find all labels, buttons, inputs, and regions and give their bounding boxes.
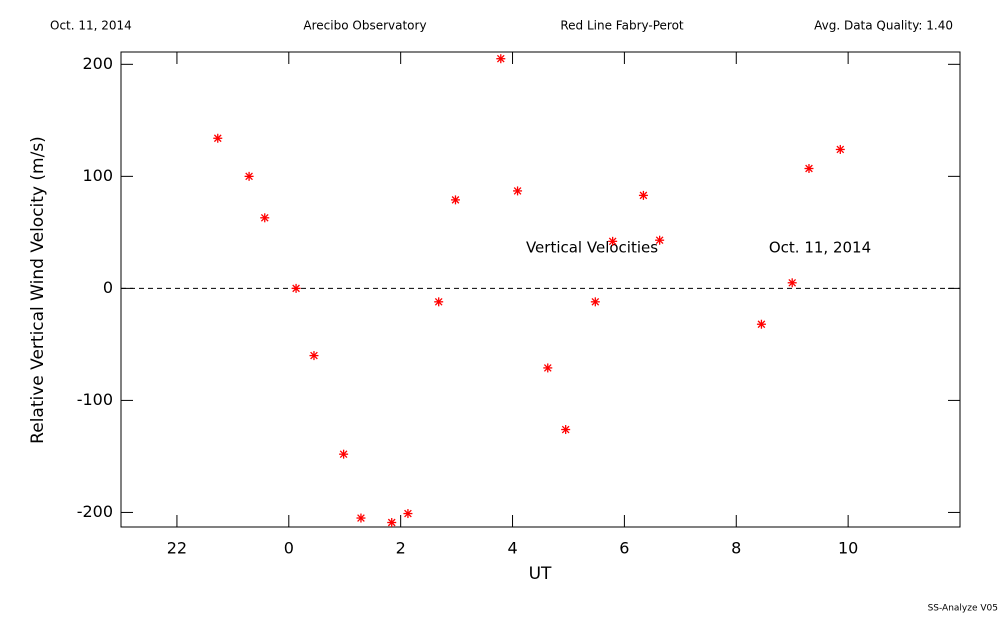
annotation: Oct. 11, 2014 — [769, 239, 871, 257]
y-tick-label: -100 — [77, 390, 113, 409]
point-stroke — [357, 514, 365, 522]
y-tick-label: 100 — [82, 166, 113, 185]
x-tick-label: 4 — [507, 539, 517, 558]
x-tick-label: 2 — [396, 539, 406, 558]
point — [513, 186, 523, 196]
point-stroke — [655, 236, 664, 245]
point-stroke — [387, 518, 396, 527]
header-quality: Avg. Data Quality: 1.40 — [814, 19, 953, 33]
point-stroke — [213, 134, 222, 143]
point-stroke — [260, 213, 269, 222]
point — [608, 236, 618, 246]
y-tick-label: 200 — [82, 54, 113, 73]
point — [387, 518, 397, 528]
point — [756, 319, 766, 329]
x-axis-label: UT — [529, 564, 552, 584]
y-tick-label: 0 — [103, 278, 113, 297]
point-stroke — [805, 164, 813, 173]
point — [496, 54, 506, 64]
point-stroke — [339, 450, 348, 459]
point-stroke — [245, 172, 253, 181]
point-stroke — [543, 364, 552, 372]
point-stroke — [310, 351, 318, 360]
point — [787, 278, 797, 288]
point-stroke — [591, 297, 600, 306]
point-stroke — [788, 278, 797, 287]
point-stroke — [608, 237, 617, 246]
x-tick-label: 22 — [167, 539, 187, 558]
y-axis-label: Relative Vertical Wind Velocity (m/s) — [28, 136, 48, 444]
point — [339, 449, 349, 459]
x-tick-label: 0 — [284, 539, 294, 558]
point — [244, 171, 254, 181]
point — [309, 351, 319, 361]
point — [638, 190, 648, 200]
header-date: Oct. 11, 2014 — [50, 19, 132, 33]
point-stroke — [836, 145, 845, 154]
header-instrument: Red Line Fabry-Perot — [560, 19, 684, 33]
x-tick-label: 6 — [619, 539, 629, 558]
point-stroke — [639, 191, 648, 200]
point — [561, 425, 571, 435]
point — [213, 133, 223, 143]
point-stroke — [434, 297, 443, 306]
point — [260, 213, 270, 223]
point — [590, 297, 600, 307]
plot-frame — [120, 51, 961, 528]
point — [450, 195, 460, 205]
point — [291, 283, 301, 293]
point — [403, 509, 413, 519]
point-stroke — [561, 425, 570, 434]
x-tick-label: 10 — [838, 539, 858, 558]
annotation: Vertical Velocities — [526, 239, 658, 257]
point-stroke — [757, 320, 766, 329]
y-tick-label: -200 — [77, 502, 113, 521]
point-stroke — [496, 54, 505, 63]
point-stroke — [513, 187, 522, 195]
point — [356, 513, 366, 523]
x-tick-label: 8 — [731, 539, 741, 558]
point-stroke — [451, 196, 460, 204]
point — [434, 297, 444, 307]
footer: SS-Analyze V05 — [928, 604, 998, 614]
point — [543, 363, 553, 373]
header-site: Arecibo Observatory — [303, 19, 426, 33]
point — [835, 144, 845, 154]
point — [655, 235, 665, 245]
point — [804, 164, 814, 174]
point-stroke — [292, 284, 300, 293]
point-stroke — [404, 509, 412, 518]
